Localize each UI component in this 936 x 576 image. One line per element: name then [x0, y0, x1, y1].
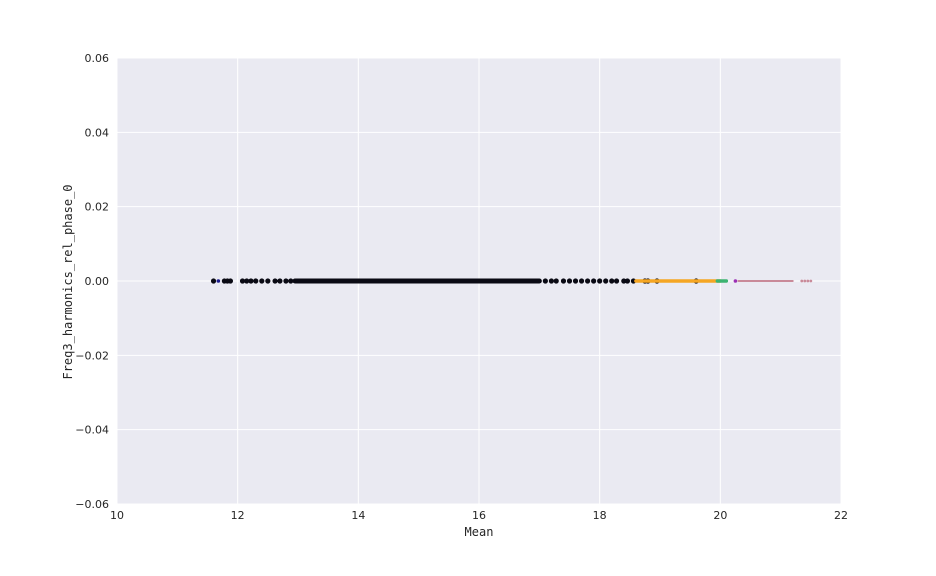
data-point — [800, 279, 804, 283]
x-tick-label: 16 — [472, 509, 486, 522]
data-point — [603, 278, 609, 284]
data-point — [806, 279, 810, 283]
data-point — [542, 278, 548, 284]
y-tick-label: −0.02 — [75, 349, 109, 362]
data-point — [613, 278, 620, 284]
y-tick-label: 0.02 — [85, 201, 110, 214]
data-point — [259, 278, 265, 284]
x-tick-labels: 10 12 14 16 18 20 22 — [110, 509, 848, 522]
data-point — [609, 278, 615, 284]
x-tick-label: 14 — [351, 509, 365, 522]
data-point — [239, 278, 246, 284]
data-point — [630, 278, 637, 284]
data-point — [566, 278, 573, 284]
data-point — [621, 278, 627, 284]
data-point — [283, 278, 289, 284]
x-tick-label: 12 — [231, 509, 245, 522]
data-point — [585, 278, 591, 284]
x-axis-label: Mean — [465, 525, 494, 539]
x-tick-label: 18 — [593, 509, 607, 522]
data-point — [624, 278, 631, 284]
data-point — [253, 278, 259, 284]
data-point — [272, 278, 278, 284]
data-point — [288, 278, 294, 284]
y-tick-label: −0.06 — [75, 498, 109, 511]
data-point — [803, 279, 807, 283]
data-point — [210, 278, 217, 284]
y-axis-label: Freq3_harmonics_rel_phase_0 — [61, 184, 75, 379]
y-tick-label: 0.04 — [85, 126, 110, 139]
data-point — [265, 278, 271, 284]
x-tick-label: 20 — [713, 509, 727, 522]
y-tick-label: 0.00 — [85, 275, 110, 288]
data-point — [572, 278, 579, 284]
data-point — [227, 278, 234, 284]
data-point — [244, 278, 250, 284]
y-tick-label: −0.04 — [75, 424, 109, 437]
data-point — [553, 278, 559, 284]
data-point — [277, 278, 283, 284]
data-point — [591, 278, 597, 284]
data-point — [809, 279, 813, 283]
data-point — [548, 278, 555, 284]
data-points — [210, 278, 813, 284]
y-tick-labels: 0.06 0.04 0.02 0.00 −0.02 −0.04 −0.06 — [75, 52, 109, 511]
x-tick-label: 10 — [110, 509, 124, 522]
data-point — [248, 278, 254, 284]
data-point — [578, 278, 585, 284]
data-point — [597, 278, 603, 284]
y-tick-label: 0.06 — [85, 52, 110, 65]
x-tick-label: 22 — [834, 509, 848, 522]
data-point — [560, 278, 567, 284]
data-point — [216, 279, 221, 283]
data-point — [733, 279, 738, 283]
